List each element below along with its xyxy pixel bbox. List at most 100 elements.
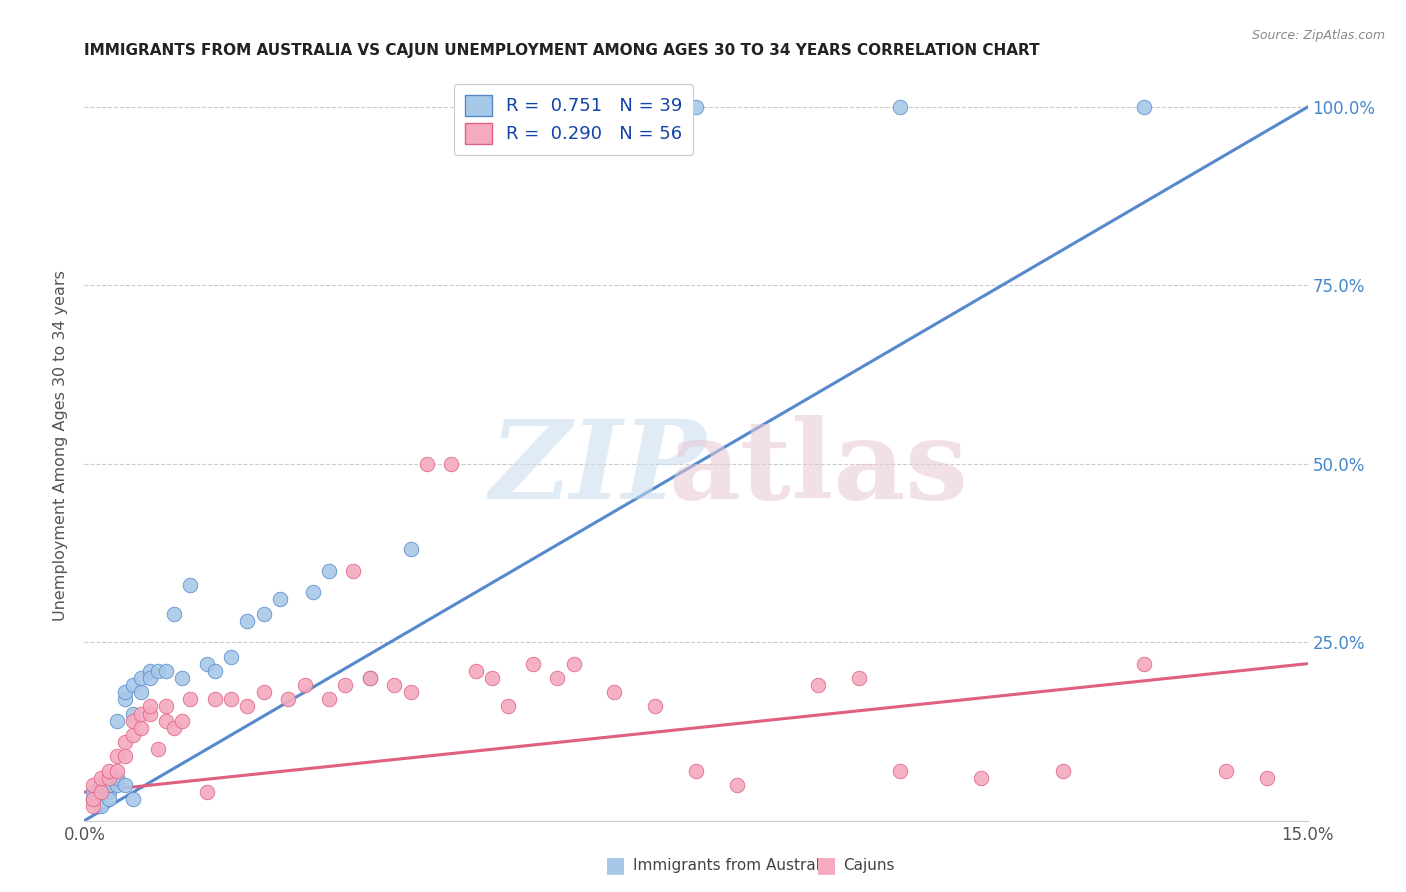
- Point: [114, 692, 136, 706]
- Point: [122, 792, 145, 806]
- Point: [97, 785, 120, 799]
- Point: [562, 100, 585, 114]
- Point: [122, 706, 145, 721]
- Point: [399, 685, 422, 699]
- Point: [90, 778, 112, 792]
- Point: [97, 771, 120, 785]
- Point: [195, 657, 218, 671]
- Text: ■: ■: [605, 855, 626, 875]
- Text: Cajuns: Cajuns: [844, 858, 896, 872]
- Point: [522, 657, 544, 671]
- Point: [138, 706, 160, 721]
- Point: [277, 692, 299, 706]
- Point: [155, 714, 177, 728]
- Point: [97, 764, 120, 778]
- Point: [155, 699, 177, 714]
- Point: [335, 678, 357, 692]
- Point: [253, 685, 276, 699]
- Point: [146, 742, 169, 756]
- Point: [399, 542, 422, 557]
- Point: [122, 728, 145, 742]
- Text: Immigrants from Australia: Immigrants from Australia: [633, 858, 834, 872]
- Point: [1052, 764, 1074, 778]
- Point: [82, 792, 104, 806]
- Point: [138, 699, 160, 714]
- Point: [105, 749, 128, 764]
- Point: [90, 799, 112, 814]
- Point: [889, 764, 911, 778]
- Point: [294, 678, 316, 692]
- Point: [1256, 771, 1278, 785]
- Y-axis label: Unemployment Among Ages 30 to 34 years: Unemployment Among Ages 30 to 34 years: [53, 270, 69, 622]
- Text: Source: ZipAtlas.com: Source: ZipAtlas.com: [1251, 29, 1385, 42]
- Point: [114, 685, 136, 699]
- Text: IMMIGRANTS FROM AUSTRALIA VS CAJUN UNEMPLOYMENT AMONG AGES 30 TO 34 YEARS CORREL: IMMIGRANTS FROM AUSTRALIA VS CAJUN UNEMP…: [84, 43, 1040, 58]
- Point: [481, 671, 503, 685]
- Point: [105, 714, 128, 728]
- Point: [440, 457, 463, 471]
- Point: [82, 778, 104, 792]
- Point: [163, 721, 186, 735]
- Point: [318, 564, 340, 578]
- Point: [122, 714, 145, 728]
- Text: ■: ■: [815, 855, 837, 875]
- Point: [97, 778, 120, 792]
- Point: [105, 764, 128, 778]
- Point: [807, 678, 830, 692]
- Point: [131, 685, 153, 699]
- Point: [195, 785, 218, 799]
- Point: [105, 778, 128, 792]
- Point: [685, 100, 707, 114]
- Point: [82, 792, 104, 806]
- Point: [301, 585, 323, 599]
- Point: [219, 692, 242, 706]
- Point: [603, 685, 626, 699]
- Point: [685, 764, 707, 778]
- Point: [848, 671, 870, 685]
- Point: [1215, 764, 1237, 778]
- Point: [114, 778, 136, 792]
- Point: [90, 771, 112, 785]
- Point: [204, 664, 226, 678]
- Point: [163, 607, 186, 621]
- Point: [253, 607, 276, 621]
- Point: [725, 778, 748, 792]
- Point: [498, 699, 520, 714]
- Point: [97, 792, 120, 806]
- Point: [131, 706, 153, 721]
- Point: [464, 664, 486, 678]
- Text: atlas: atlas: [668, 415, 969, 522]
- Point: [889, 100, 911, 114]
- Point: [105, 771, 128, 785]
- Point: [269, 592, 291, 607]
- Point: [155, 664, 177, 678]
- Point: [236, 699, 259, 714]
- Point: [179, 578, 201, 592]
- Point: [1133, 657, 1156, 671]
- Point: [236, 614, 259, 628]
- Point: [359, 671, 381, 685]
- Point: [204, 692, 226, 706]
- Point: [138, 671, 160, 685]
- Point: [318, 692, 340, 706]
- Point: [82, 785, 104, 799]
- Point: [970, 771, 993, 785]
- Point: [219, 649, 242, 664]
- Point: [342, 564, 364, 578]
- Point: [382, 678, 405, 692]
- Point: [546, 671, 568, 685]
- Point: [644, 699, 666, 714]
- Point: [122, 678, 145, 692]
- Point: [359, 671, 381, 685]
- Legend: R =  0.751   N = 39, R =  0.290   N = 56: R = 0.751 N = 39, R = 0.290 N = 56: [454, 84, 693, 154]
- Point: [416, 457, 439, 471]
- Point: [131, 721, 153, 735]
- Point: [131, 671, 153, 685]
- Point: [82, 799, 104, 814]
- Point: [562, 657, 585, 671]
- Point: [90, 785, 112, 799]
- Point: [114, 735, 136, 749]
- Text: ZIP: ZIP: [489, 415, 706, 522]
- Point: [172, 671, 194, 685]
- Point: [179, 692, 201, 706]
